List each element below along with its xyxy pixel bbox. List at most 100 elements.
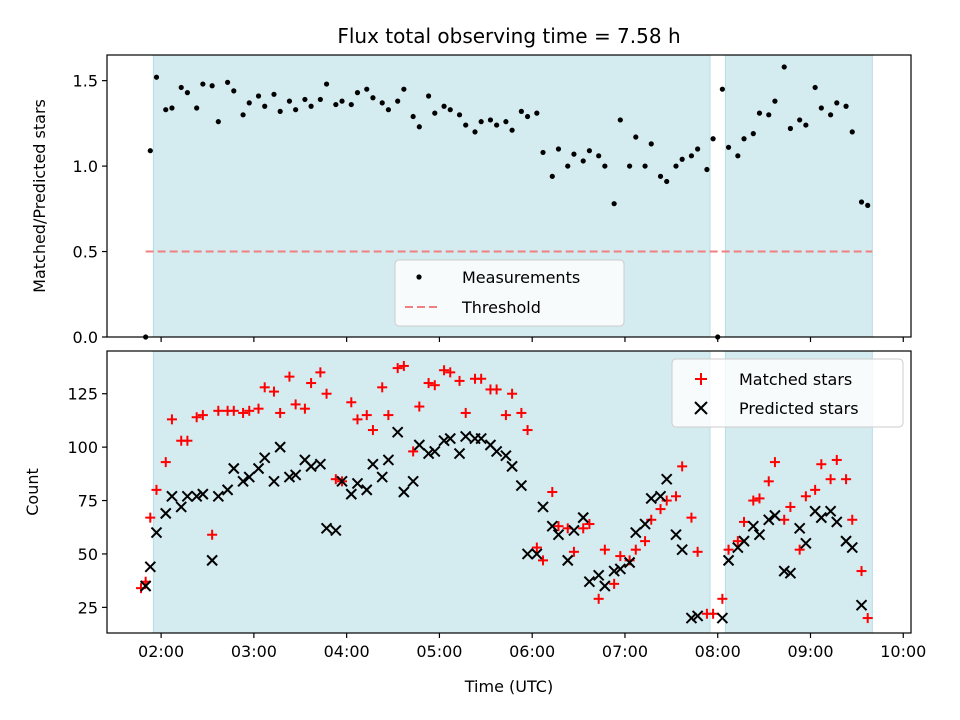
data-point <box>231 88 237 94</box>
data-point <box>184 90 190 96</box>
data-point <box>657 173 664 179</box>
data-point-matched <box>816 459 827 470</box>
data-point-predicted <box>784 567 797 579</box>
data-point-matched <box>352 414 363 425</box>
data-point <box>648 141 654 147</box>
data-point <box>286 98 293 104</box>
data-point-predicted <box>181 490 194 502</box>
legend-marker-measurements <box>416 274 422 280</box>
data-point-predicted <box>515 479 528 492</box>
data-point-predicted <box>562 554 574 567</box>
data-point <box>571 151 577 157</box>
data-point-matched <box>145 512 156 523</box>
data-point-predicted <box>190 490 203 502</box>
legend-marker-matched <box>695 373 707 385</box>
data-point-matched <box>182 435 193 446</box>
data-point-predicted <box>361 484 373 496</box>
y-tick-label: 25 <box>78 598 98 617</box>
data-point-matched <box>599 544 610 555</box>
data-point <box>679 156 685 162</box>
data-point-predicted <box>583 576 596 588</box>
data-point <box>627 163 633 169</box>
data-point <box>688 153 695 159</box>
data-point-predicted <box>460 430 472 443</box>
axes-frame <box>106 54 912 338</box>
data-point-predicted <box>592 569 605 582</box>
y-tick-label: 1.0 <box>73 157 98 176</box>
data-point-matched <box>609 578 620 589</box>
data-point <box>719 86 725 92</box>
data-point-predicted <box>429 445 441 458</box>
data-point-matched <box>207 529 218 540</box>
data-point-matched <box>306 378 317 389</box>
data-point <box>317 96 323 103</box>
data-point-predicted <box>382 454 395 466</box>
x-tick-label: 07:00 <box>602 642 648 661</box>
data-point <box>456 112 463 118</box>
data-point <box>787 125 794 132</box>
data-point-matched <box>398 360 409 371</box>
data-point <box>818 105 824 111</box>
data-point-matched <box>568 546 579 557</box>
y-tick-label: 100 <box>67 438 98 457</box>
data-point-predicted <box>645 492 657 505</box>
data-point-matched <box>392 363 403 374</box>
data-point-matched <box>429 380 440 391</box>
legend-label-threshold: Threshold <box>461 298 541 317</box>
data-point-predicted <box>139 580 152 592</box>
data-point-matched <box>825 474 836 485</box>
x-tick-label: 10:00 <box>880 642 926 661</box>
data-point <box>348 101 354 108</box>
data-point-predicted <box>144 561 156 573</box>
x-axis-label: Time (UTC) <box>464 677 553 696</box>
data-point-matched <box>686 512 697 523</box>
data-point-matched <box>779 514 790 525</box>
data-point-matched <box>259 382 270 393</box>
data-point-predicted <box>599 580 611 592</box>
data-point-matched <box>522 425 533 436</box>
data-point <box>153 74 160 80</box>
data-point-predicted <box>197 488 209 500</box>
legend-ratio: Measurements Threshold <box>394 259 625 327</box>
data-point-predicted <box>531 548 543 560</box>
data-point-matched <box>476 373 487 384</box>
data-point-matched <box>748 495 759 506</box>
data-point-predicted <box>769 509 781 522</box>
data-point <box>472 129 478 135</box>
data-point <box>447 107 453 113</box>
data-point-predicted <box>846 541 858 554</box>
data-point-matched <box>290 399 301 410</box>
data-point-predicted <box>537 501 549 513</box>
data-point <box>633 134 639 140</box>
data-point-predicted <box>453 447 466 460</box>
data-point <box>555 146 562 152</box>
data-point-matched <box>408 446 419 457</box>
data-point <box>803 122 809 128</box>
data-point-predicted <box>577 511 589 524</box>
data-point <box>209 83 215 89</box>
data-point-matched <box>578 523 589 534</box>
data-point-matched <box>197 410 208 421</box>
data-point <box>617 117 623 123</box>
data-point-predicted <box>376 471 388 483</box>
data-point <box>518 108 524 114</box>
data-point <box>524 113 531 120</box>
legend-label-predicted: Predicted stars <box>739 399 859 418</box>
data-point <box>215 119 221 125</box>
data-point-predicted <box>407 475 419 488</box>
data-point-matched <box>377 382 388 393</box>
data-point-predicted <box>815 511 828 524</box>
data-point-predicted <box>630 526 642 539</box>
data-point <box>169 105 175 111</box>
data-point <box>642 163 648 169</box>
data-point-matched <box>315 367 326 378</box>
data-point-predicted <box>793 522 806 535</box>
x-tick-label: 09:00 <box>787 642 833 661</box>
data-point-predicted <box>568 524 580 537</box>
data-point-predicted <box>753 529 766 541</box>
data-point-predicted <box>722 554 735 567</box>
data-point-predicted <box>639 518 651 530</box>
legend-label-matched: Matched stars <box>739 370 852 389</box>
data-point-predicted <box>330 524 342 537</box>
data-point-matched <box>831 454 842 465</box>
